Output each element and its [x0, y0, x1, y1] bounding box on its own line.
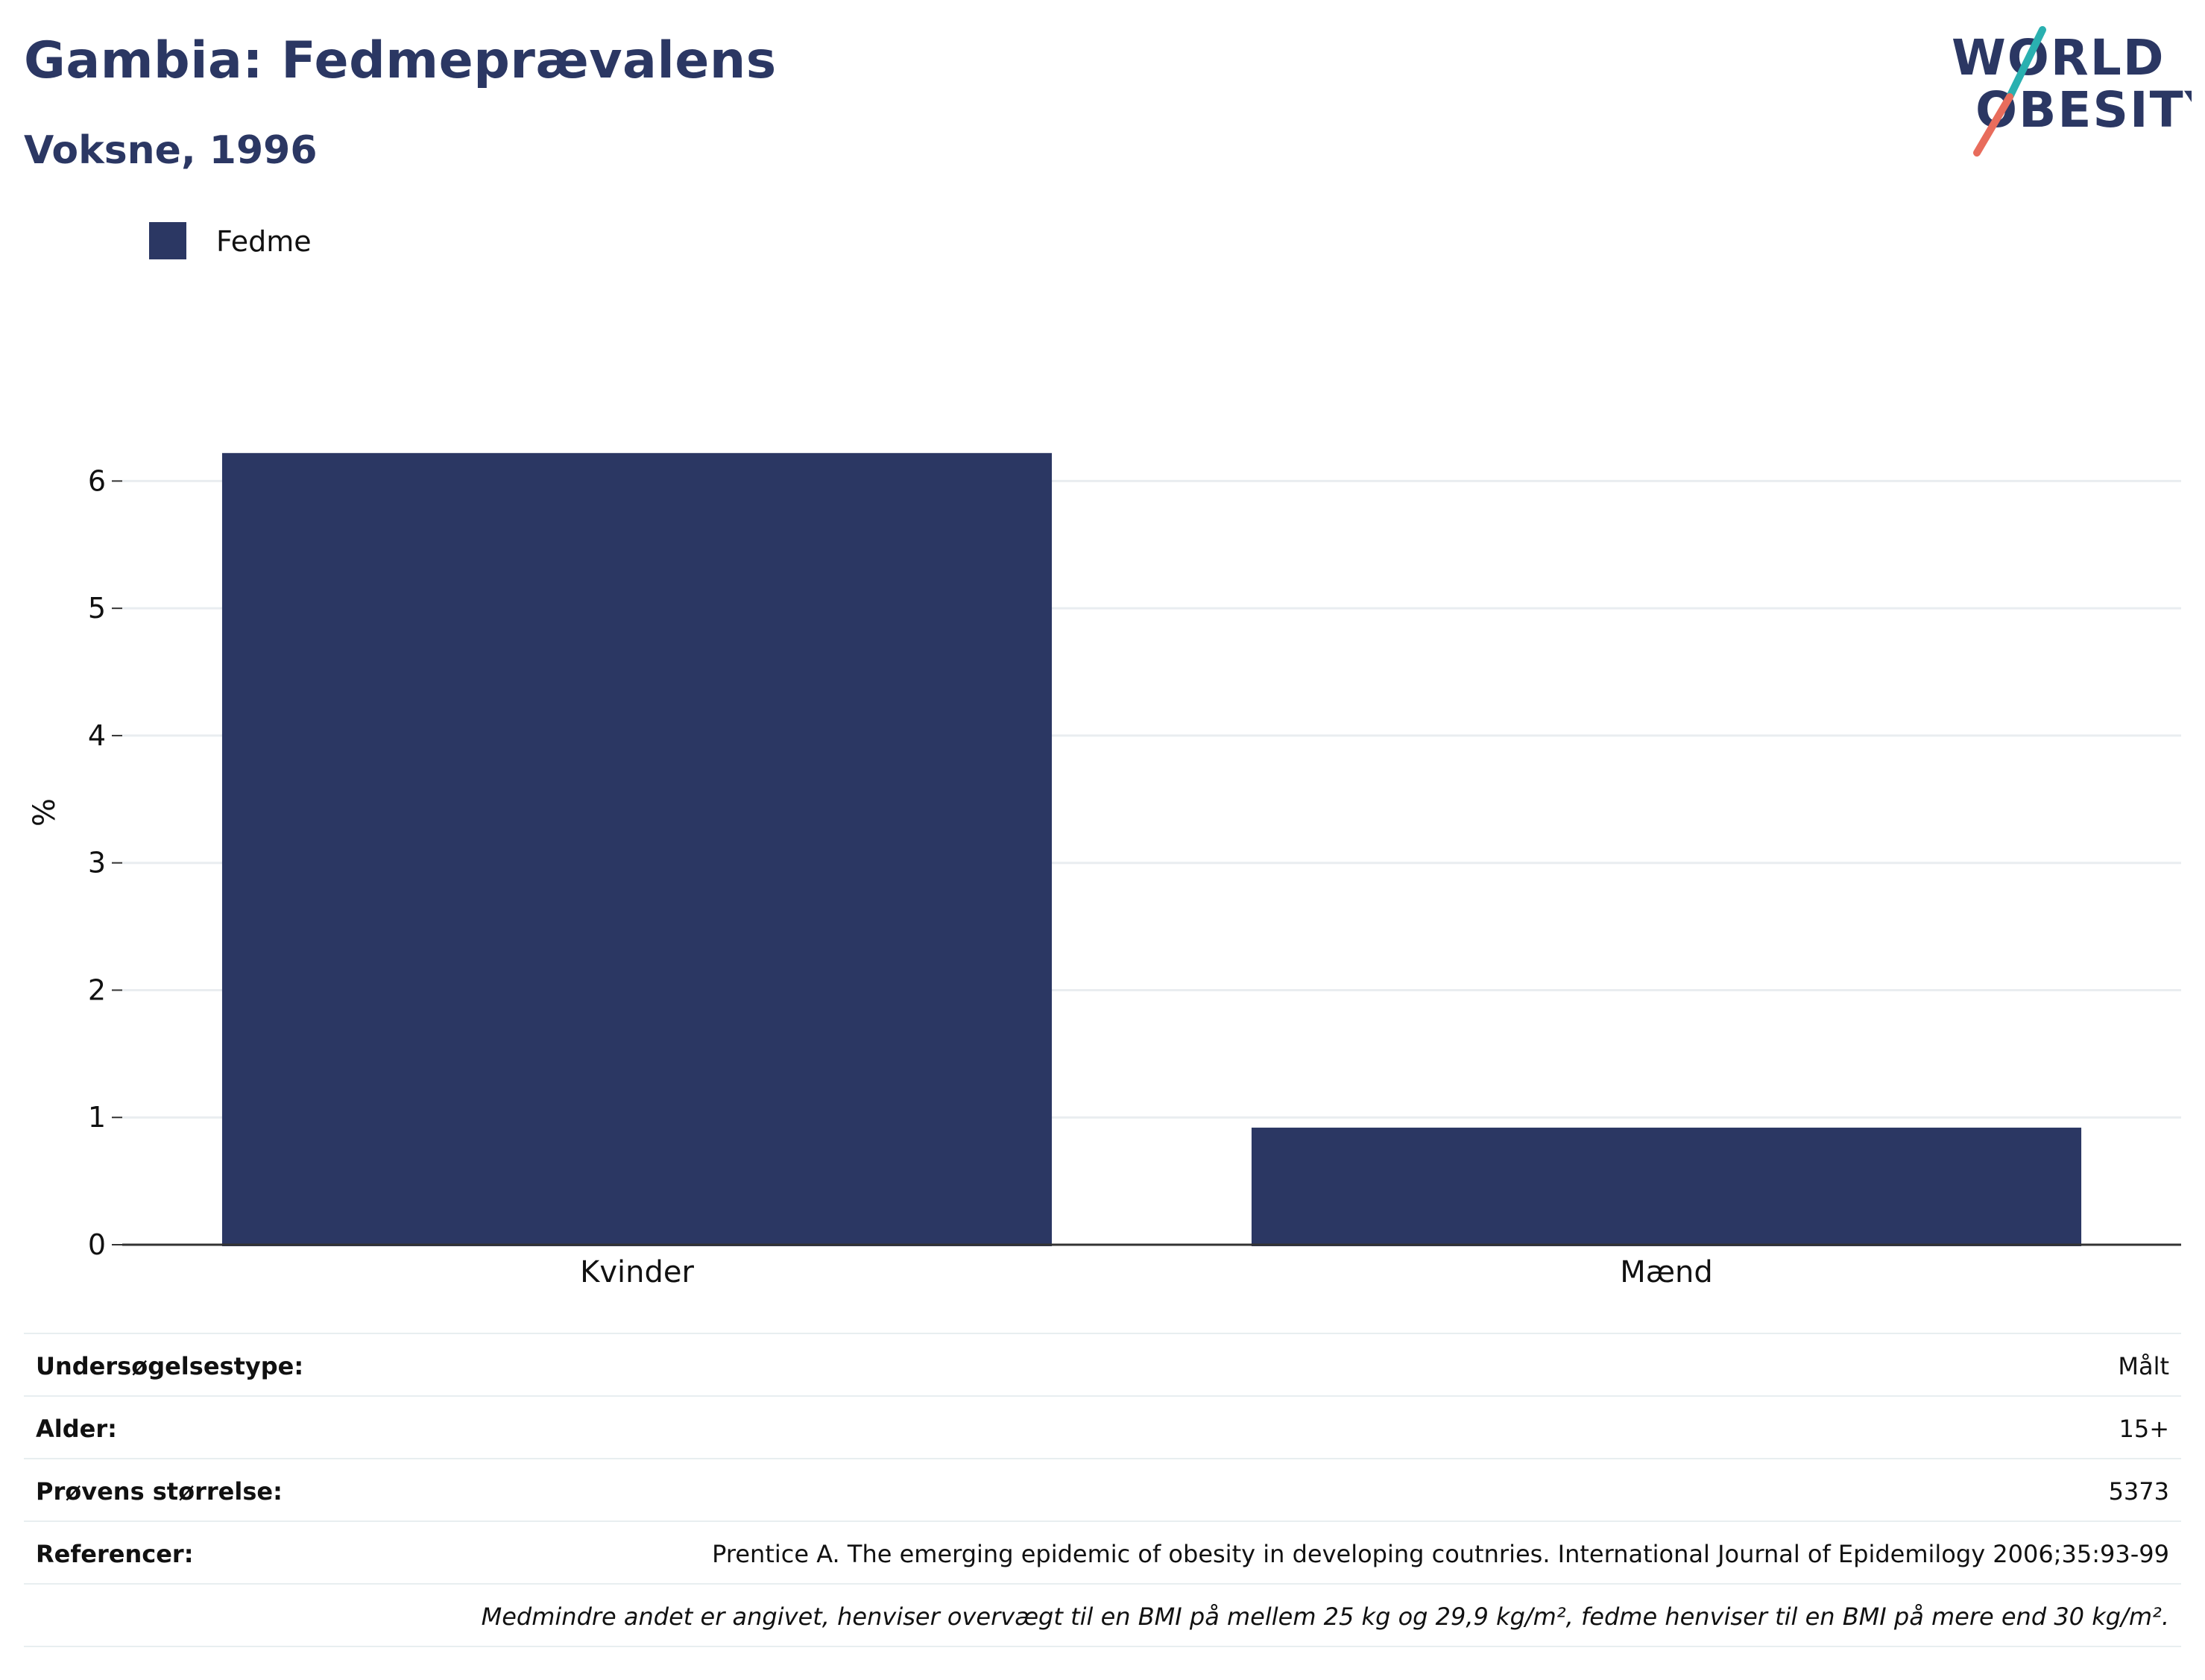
page-title: Gambia: Fedmeprævalens: [24, 31, 777, 90]
info-key: Undersøgelsestype:: [36, 1352, 304, 1380]
info-value: 5373: [2108, 1477, 2169, 1506]
info-key: Prøvens størrelse:: [36, 1477, 283, 1506]
info-key: Alder:: [36, 1415, 117, 1443]
bar-mænd: [1251, 1127, 2082, 1246]
info-row-survey-type: Undersøgelsestype: Målt: [24, 1333, 2181, 1395]
legend-swatch: [149, 222, 186, 259]
y-tick-label: 2: [88, 973, 106, 1006]
bar-chart: 0 1 2 3 4 5 6 Kvinder Mænd: [88, 452, 2181, 1289]
y-tick-label: 1: [88, 1101, 106, 1134]
svg-text:WORLD: WORLD: [1952, 29, 2165, 86]
world-obesity-logo: WORLD OBESITY: [1952, 26, 2192, 157]
y-tick-label: 5: [88, 592, 106, 625]
legend-label: Fedme: [216, 225, 312, 258]
x-tick-label: Kvinder: [580, 1255, 694, 1289]
page-subtitle: Voksne, 1996: [24, 128, 318, 173]
info-row-note: Medmindre andet er angivet, henviser ove…: [24, 1583, 2181, 1647]
info-row-sample-size: Prøvens størrelse: 5373: [24, 1458, 2181, 1520]
info-value: Målt: [2118, 1352, 2169, 1380]
definition-note: Medmindre andet er angivet, henviser ove…: [481, 1602, 2169, 1631]
x-tick-label: Mænd: [1620, 1255, 1713, 1289]
bar-kvinder: [221, 452, 1053, 1246]
y-tick-label: 6: [88, 464, 106, 497]
info-row-references: Referencer: Prentice A. The emerging epi…: [24, 1520, 2181, 1583]
info-key: Referencer:: [36, 1540, 194, 1568]
y-tick-label: 3: [88, 847, 106, 880]
y-tick-label: 4: [88, 719, 106, 752]
info-value: 15+: [2119, 1415, 2169, 1443]
info-row-age: Alder: 15+: [24, 1395, 2181, 1458]
info-table: Undersøgelsestype: Målt Alder: 15+ Prøve…: [24, 1333, 2181, 1647]
y-tick-label: 0: [88, 1228, 106, 1261]
info-value: Prentice A. The emerging epidemic of obe…: [712, 1540, 2169, 1568]
